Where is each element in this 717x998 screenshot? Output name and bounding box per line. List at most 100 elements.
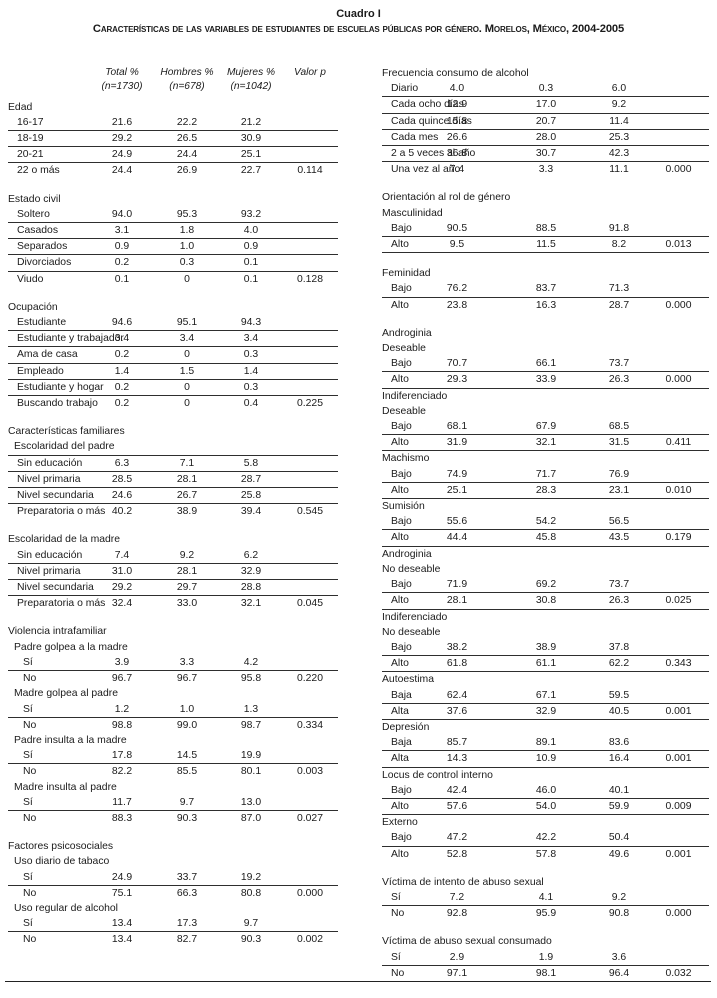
cell-value	[590, 190, 648, 205]
table-row: Bajo 70.7 66.1 73.7	[382, 356, 709, 373]
cell-value: 3.9	[90, 654, 154, 672]
cell-value	[648, 190, 709, 205]
table-row: Externo	[382, 815, 709, 831]
table-row: Alto 9.5 11.5 8.2 0.013	[382, 236, 709, 254]
cell-value: 25.1	[220, 146, 282, 164]
row-label: Sí	[8, 916, 90, 933]
cell-value: 31.9	[412, 434, 502, 452]
row-label: 2 a 5 veces al año	[382, 145, 475, 163]
table-row: Sí 11.7 9.7 13.0	[8, 794, 338, 811]
cell-value: 98.1	[535, 967, 557, 979]
table-section: Frecuencia consumo de alcohol Diario 4.0 0.…	[382, 66, 709, 177]
row-label: Ama de casa	[8, 346, 90, 364]
cell-value	[648, 388, 709, 404]
cell-value	[648, 113, 709, 130]
cell-value: 55.6	[412, 514, 502, 531]
table-row: Preparatoria o más 32.4 33.0 32.1 0.045	[8, 596, 338, 612]
cell-value: 12.9	[412, 96, 502, 114]
table-row: Empleado 1.4 1.5 1.4	[8, 363, 338, 380]
cell-value: 17.0	[502, 96, 590, 114]
table-row: No deseable	[382, 562, 709, 577]
row-label: Alto	[382, 529, 412, 547]
table-row: No 97.1 98.1 96.4 0.032	[382, 965, 709, 981]
cell-value: 61.1	[502, 655, 590, 673]
column-headers: Total % Hombres % Mujeres % Valor p (n=1…	[8, 66, 338, 94]
cell-value: 94.6	[90, 315, 154, 332]
table-row: Alto 52.8 57.8 49.6 0.001	[382, 846, 709, 862]
cell-value: 26.3	[590, 592, 648, 610]
row-label: Sumisión	[382, 501, 425, 513]
cell-value: 92.8	[446, 908, 468, 920]
row-label: Alta	[382, 750, 412, 768]
cell-value	[648, 875, 709, 890]
cell-value: 49.6	[608, 848, 630, 860]
table-section: Orientación al rol de género Masculinidad…	[382, 190, 709, 254]
cell-value	[154, 854, 220, 869]
header-row-labels: Total % Hombres % Mujeres % Valor p	[8, 66, 338, 80]
row-label: Sí	[8, 654, 90, 672]
cell-value: 14.3	[412, 750, 502, 768]
cell-value	[282, 192, 338, 207]
table-number: Cuadro I	[336, 8, 381, 20]
table-row: Feminidad	[382, 266, 709, 281]
cell-value: 21.2	[220, 114, 282, 131]
cell-value	[220, 424, 282, 439]
cell-value: 0.001	[648, 750, 709, 768]
cell-value	[220, 733, 282, 748]
cell-value	[282, 346, 338, 364]
cell-value: 0.1	[243, 273, 259, 285]
cell-value: 0	[184, 398, 190, 410]
cell-value	[154, 733, 220, 748]
cell-value: 76.9	[590, 466, 648, 483]
left-column-sections: Edad 16-17 21.6 22.2 21.2 18-19 29.2 26.5 30.9 20…	[8, 100, 338, 948]
row-label: Nivel secundaria	[8, 579, 94, 597]
cell-value	[590, 875, 648, 890]
cell-value: 4.2	[220, 654, 282, 672]
table-row: Alta 37.6 32.9 40.5 0.001	[382, 703, 709, 720]
table-row: Madre insulta al padre	[8, 780, 338, 795]
row-label: Viudo	[17, 273, 44, 285]
cell-value	[220, 839, 282, 854]
cell-value: 75.1	[111, 887, 133, 899]
table-row: Nivel secundaria 24.6 26.7 25.8	[8, 487, 338, 505]
col-header-valorp-n	[282, 80, 338, 94]
table-row: Edad	[8, 100, 338, 115]
row-label: Escolaridad de la madre	[8, 534, 121, 546]
cell-value	[220, 780, 282, 795]
cell-value: 59.9	[590, 798, 648, 816]
cell-value	[590, 266, 648, 281]
cell-value	[502, 815, 590, 831]
row-label: 22 o más	[17, 165, 60, 177]
cell-value: 0.000	[665, 164, 692, 176]
cell-value: 0.2	[114, 398, 130, 410]
row-label: Nivel secundaria	[8, 487, 94, 505]
cell-value: 56.5	[590, 514, 648, 531]
cell-value: 0	[154, 346, 220, 364]
cell-value: 6.2	[220, 547, 282, 564]
row-label: Alto	[382, 236, 412, 254]
row-label: Estudiante y trabajador	[8, 330, 124, 348]
cell-value	[282, 686, 338, 701]
table-row: No 88.3 90.3 87.0 0.027	[8, 810, 338, 826]
col-header-valorp: Valor p	[294, 67, 326, 78]
row-label: Masculinidad	[382, 207, 443, 219]
cell-value	[154, 686, 220, 701]
table-row: No 82.2 85.5 80.1 0.003	[8, 764, 338, 780]
row-label: No	[23, 934, 37, 946]
cell-value: 28.7	[608, 299, 630, 311]
row-label: Sí	[382, 949, 412, 966]
cell-value: 24.4	[111, 165, 133, 177]
cell-value: 94.0	[90, 206, 154, 224]
cell-value: 0.225	[296, 398, 323, 410]
cell-value	[282, 130, 338, 148]
cell-value	[282, 532, 338, 547]
table-row: Alto 57.6 54.0 59.9 0.009	[382, 798, 709, 816]
row-label: Bajo	[382, 577, 412, 594]
cell-value: 40.5	[590, 703, 648, 720]
table-row: 2 a 5 veces al año 36.8 30.7 42.3	[382, 145, 709, 163]
cell-value	[282, 114, 338, 131]
cell-value: 0.220	[296, 673, 323, 685]
cell-value: 0.3	[502, 81, 590, 98]
cell-value	[648, 949, 709, 966]
cell-value	[648, 326, 709, 341]
